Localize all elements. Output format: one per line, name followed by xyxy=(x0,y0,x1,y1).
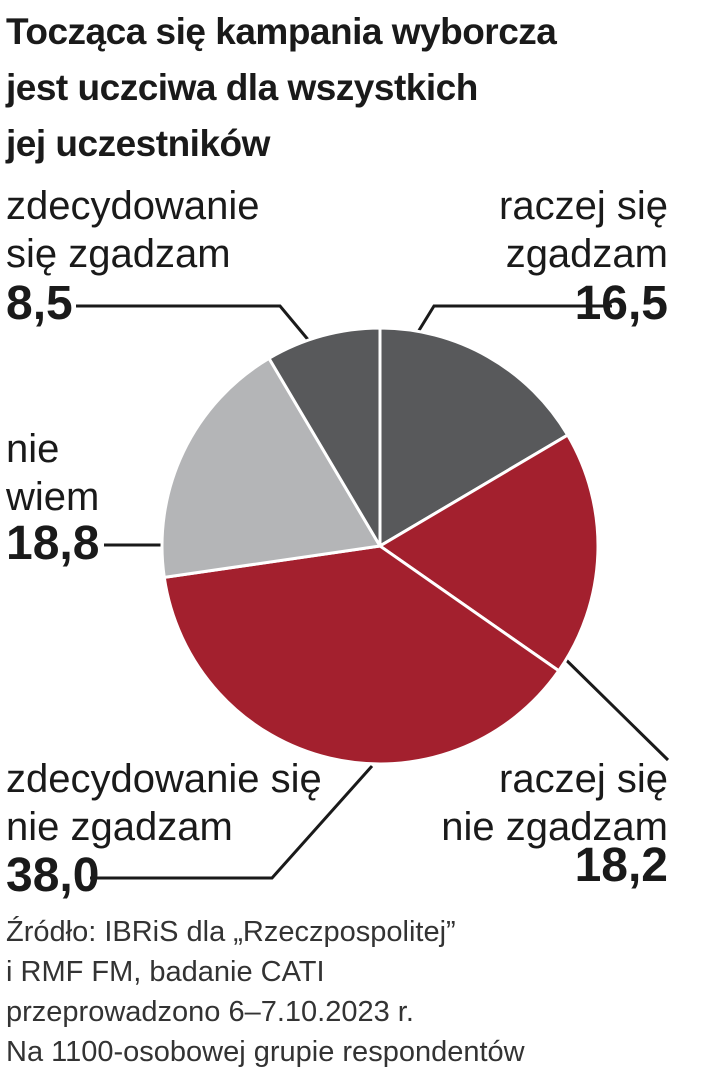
slice-label: raczej się zgadzam xyxy=(499,184,668,276)
source-note: Źródło: IBRiS dla „Rzeczpospolitej” i RM… xyxy=(6,916,525,1068)
slice-label: nie wiem xyxy=(6,427,100,519)
value-label: 18,2 xyxy=(574,839,668,892)
pie-slice xyxy=(162,544,561,766)
pie-slice xyxy=(267,326,382,548)
leader-lines xyxy=(76,304,670,880)
pie-slice xyxy=(378,433,600,673)
value-label: 38,0 xyxy=(6,849,100,902)
leader-line xyxy=(90,765,374,880)
pie-slice xyxy=(160,356,382,579)
value-label: 8,5 xyxy=(6,277,73,330)
leader-line xyxy=(554,648,670,762)
slice-label: raczej się nie zgadzam xyxy=(441,757,668,849)
slice-label: zdecydowanie się zgadzam xyxy=(6,184,260,276)
value-label: 16,5 xyxy=(574,277,668,330)
value-label: 18,8 xyxy=(6,517,100,570)
pie xyxy=(160,326,600,766)
leader-line xyxy=(76,304,312,343)
chart-title: Tocząca się kampania wyborcza jest uczci… xyxy=(6,11,557,164)
slice-label: zdecydowanie się nie zgadzam xyxy=(6,757,322,849)
leader-line xyxy=(416,304,612,333)
pie-slice xyxy=(378,326,570,548)
